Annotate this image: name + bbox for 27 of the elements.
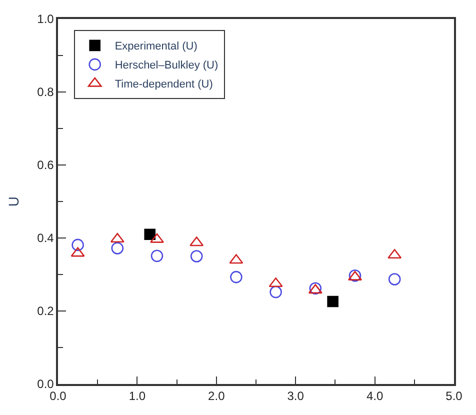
x-tick-label: 1.0	[128, 389, 146, 404]
y-tick-label: 0.6	[37, 158, 54, 172]
x-tick-label: 4.0	[366, 389, 384, 404]
point	[388, 273, 401, 286]
point	[150, 250, 164, 262]
y-tick-label: 0.2	[37, 304, 54, 318]
legend-label: Herschel–Bulkley (U)	[114, 60, 218, 72]
point	[268, 277, 283, 288]
point	[190, 250, 203, 262]
y-tick-label: 1.0	[37, 12, 54, 26]
y-axis-title: U	[5, 196, 22, 207]
y-tick-label: 0.4	[37, 231, 54, 246]
point	[230, 270, 242, 284]
x-tick-label: 5.0	[446, 389, 463, 404]
x-tick-label: 3.0	[287, 389, 304, 404]
y-tick-label: 0.8	[37, 85, 54, 100]
point	[150, 233, 164, 243]
point	[270, 286, 282, 298]
point	[111, 242, 124, 254]
legend-label: Time-dependent (U)	[114, 78, 213, 91]
x-tick-label: 0.0	[50, 389, 67, 404]
x-tick-label: 2.0	[208, 389, 226, 404]
legend-label: Experimental (U)	[114, 40, 198, 53]
point	[327, 296, 338, 308]
y-tick-label: 0.0	[37, 377, 54, 392]
point	[144, 228, 156, 240]
point	[72, 238, 84, 252]
